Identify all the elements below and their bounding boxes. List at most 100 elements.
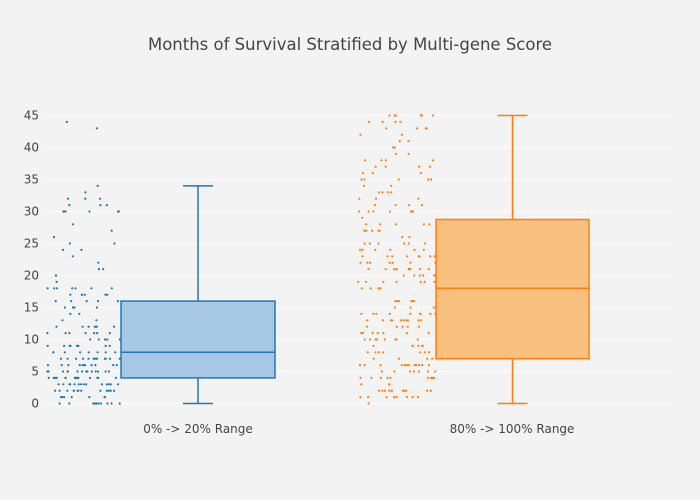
data-point [431,376,434,379]
jitter-points [46,120,121,405]
data-point [433,255,436,258]
data-point [402,319,405,322]
data-point [96,184,99,187]
data-point [67,364,70,367]
data-point [88,210,91,213]
data-point [63,344,66,347]
data-point [109,389,112,392]
data-point [92,402,95,405]
data-point [97,300,100,303]
data-point [60,364,63,367]
data-point [97,261,100,264]
data-point [383,389,387,392]
data-point [62,210,65,213]
data-point [404,389,408,392]
data-point [434,370,437,373]
data-point [420,204,424,207]
data-point [107,389,110,392]
data-point [94,364,97,367]
data-point [104,351,107,354]
data-point [95,325,98,328]
data-point [55,280,58,283]
chart-title: Months of Survival Stratified by Multi-g… [148,35,552,54]
data-point [69,344,72,347]
data-point [99,402,103,405]
data-point [58,389,61,392]
data-point [106,338,109,341]
data-point [397,357,401,360]
data-point [381,191,384,194]
data-point [90,364,93,367]
data-point [409,312,412,315]
data-point [361,216,364,219]
data-point [405,396,408,399]
data-point [87,351,90,354]
data-point [393,370,396,373]
data-point [388,383,391,386]
series-0 [46,120,276,405]
data-point [422,248,425,251]
data-point [52,351,55,354]
data-point [391,255,394,258]
data-point [430,178,433,181]
data-point [422,223,425,226]
data-point [424,242,427,245]
data-point [388,389,391,392]
data-point [401,236,404,239]
data-point [52,236,56,239]
data-point [424,127,427,130]
data-point [386,376,389,379]
data-point [395,280,398,283]
data-point [364,280,368,283]
data-point [394,120,397,123]
data-point [359,261,362,264]
data-point [363,178,366,181]
data-point [380,370,384,373]
data-point [46,332,49,335]
data-point [358,364,362,367]
data-point [68,242,71,245]
data-point [428,165,431,168]
data-point [368,120,371,123]
data-point [418,268,421,271]
x-axis-ticks: 0% -> 20% Range 80% -> 100% Range [143,422,574,436]
data-point [407,204,411,207]
data-point [68,204,71,207]
data-point [100,383,104,386]
y-tick-label: 10 [24,333,39,347]
data-point [95,127,98,130]
jitter-points [357,114,437,405]
data-point [377,287,380,290]
data-point [102,268,105,271]
data-point [372,312,375,315]
data-point [390,389,393,392]
data-point [394,223,397,226]
data-point [357,280,360,283]
data-point [63,306,66,309]
data-point [388,312,391,315]
data-point [115,364,118,367]
data-point [406,325,409,328]
data-point [371,229,374,232]
data-point [407,242,410,245]
data-point [376,338,379,341]
data-point [417,344,420,347]
data-point [394,114,397,117]
data-point [413,248,416,251]
data-point [104,344,107,347]
data-point [403,364,406,367]
data-point [81,357,85,360]
data-point [61,319,64,322]
data-point [96,332,99,335]
data-point [46,364,50,367]
data-point [81,364,84,367]
data-point [374,197,378,200]
data-point [107,383,110,386]
data-point [359,396,362,399]
data-point [76,370,79,373]
data-point [95,306,99,309]
data-point [381,319,384,322]
data-point [363,242,366,245]
data-point [77,383,80,386]
data-point [419,280,422,283]
